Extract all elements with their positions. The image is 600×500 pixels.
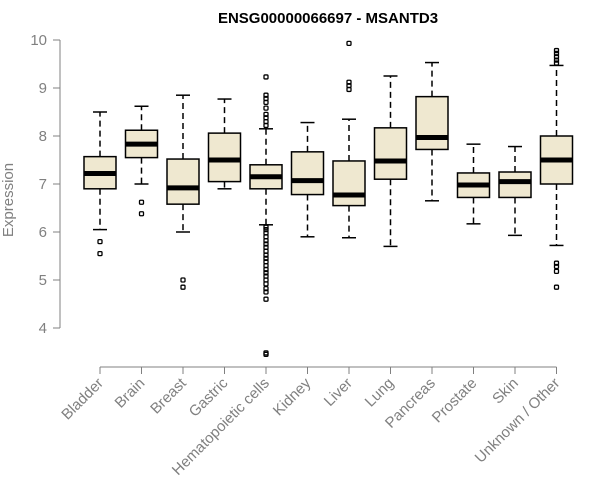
- outlier-point: [346, 86, 352, 93]
- iqr-box: [290, 151, 325, 196]
- x-tick-label: Skin: [489, 375, 522, 408]
- outlier-point: [138, 211, 145, 217]
- outlier-point: [97, 238, 103, 245]
- box-lung: [373, 75, 408, 248]
- x-tick-label: Lung: [362, 375, 398, 411]
- y-axis: 4 5 6 7 8 9 10: [30, 32, 61, 337]
- y-tick-label: 5: [39, 272, 47, 289]
- outlier-point: [180, 277, 186, 283]
- outlier-point: [346, 40, 352, 47]
- iqr-box: [373, 127, 408, 180]
- box-hematopoietic-cells: [249, 74, 283, 358]
- outlier-point: [553, 60, 560, 66]
- box-gastric: [207, 98, 242, 190]
- outlier-point: [553, 284, 560, 290]
- box-bladder: [83, 111, 117, 257]
- y-tick-label: 9: [39, 80, 47, 97]
- outlier-point: [263, 351, 269, 358]
- outlier-point: [263, 296, 269, 302]
- boxes-group: [83, 40, 574, 358]
- y-tick-label: 8: [39, 128, 47, 145]
- iqr-box: [332, 160, 366, 207]
- box-pancreas: [415, 61, 449, 202]
- box-skin: [498, 145, 532, 237]
- iqr-box: [166, 158, 200, 205]
- y-tick-label: 4: [39, 320, 47, 337]
- box-prostate: [456, 143, 491, 225]
- outlier-point: [553, 57, 560, 63]
- box-unknown-other: [539, 47, 574, 290]
- chart-title: ENSG00000066697 - MSANTD3: [218, 10, 438, 27]
- outlier-point: [553, 263, 560, 270]
- outlier-point: [138, 199, 145, 205]
- outlier-point: [553, 268, 560, 275]
- x-tick-label: Brain: [112, 375, 149, 412]
- outlier-point: [180, 284, 186, 290]
- y-tick-label: 10: [30, 32, 47, 49]
- y-axis-label: Expression: [0, 163, 17, 237]
- x-tick-label: Bladder: [58, 375, 107, 424]
- x-tick-label: Liver: [321, 375, 356, 410]
- iqr-box: [498, 171, 532, 199]
- x-tick-label: Kidney: [270, 374, 315, 419]
- box-breast: [166, 94, 200, 290]
- box-kidney: [290, 121, 325, 238]
- outlier-point: [97, 250, 103, 257]
- x-tick-label: Breast: [147, 374, 190, 417]
- outlier-point: [263, 74, 269, 80]
- box-brain: [124, 105, 159, 217]
- outlier-point: [263, 281, 269, 287]
- outlier-point: [263, 289, 269, 295]
- x-tick-label: Prostate: [429, 375, 481, 427]
- outlier-point: [263, 105, 269, 111]
- outlier-point: [263, 122, 269, 129]
- y-tick-label: 7: [39, 176, 47, 193]
- y-tick-label: 6: [39, 224, 47, 241]
- iqr-box: [415, 95, 449, 151]
- iqr-box: [207, 132, 242, 183]
- outlier-point: [553, 47, 560, 54]
- outlier-point: [263, 99, 269, 106]
- box-liver: [332, 40, 366, 239]
